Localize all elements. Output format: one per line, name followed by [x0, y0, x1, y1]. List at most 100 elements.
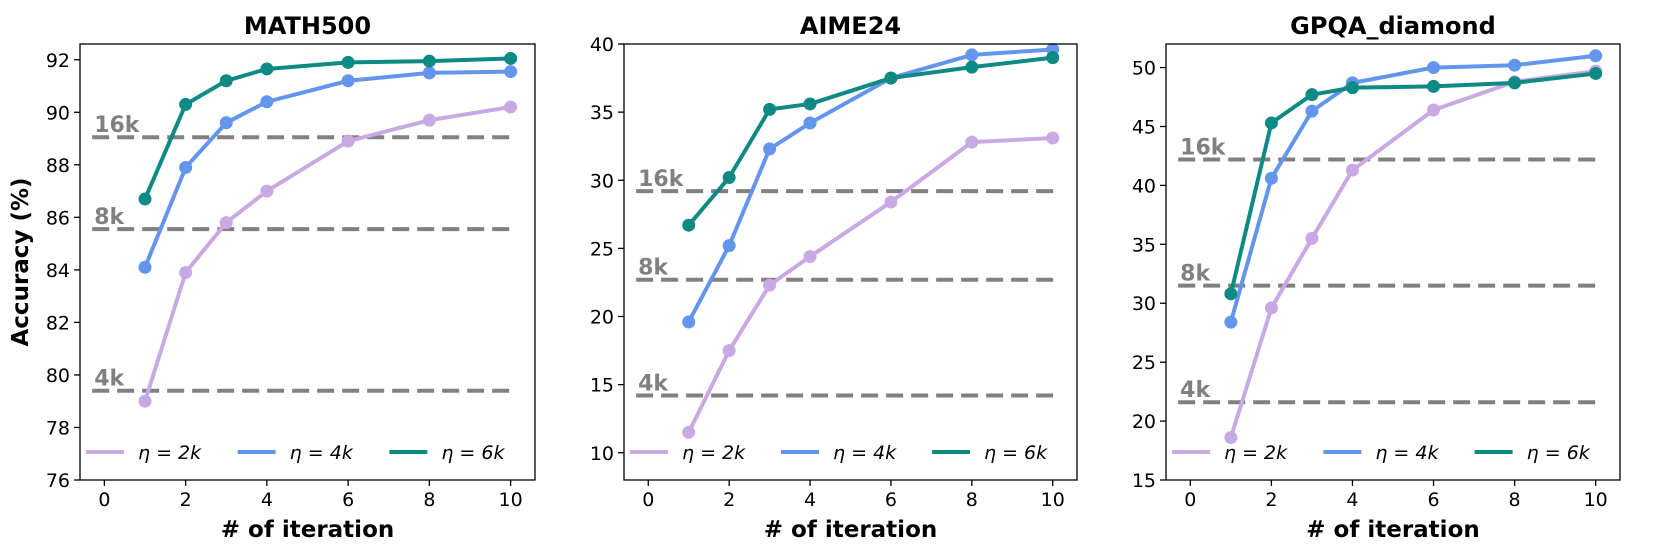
data-point [1305, 88, 1319, 102]
x-axis-label: # of iteration [221, 517, 395, 543]
series-line-1 [1228, 69, 1596, 439]
data-point [219, 116, 233, 130]
data-point [803, 116, 817, 130]
data-point [341, 134, 355, 148]
reference-label-16k: 16k [1180, 135, 1227, 160]
y-tick-label: 35 [1132, 234, 1156, 256]
plot-frame [79, 43, 536, 481]
chart-panel-2: AIME24 16k 8k 4k 0 2 4 6 8 10 10 15 20 25 30 35 40 # of i… [590, 12, 1078, 543]
data-point [1264, 171, 1278, 185]
y-tick-label: 45 [1132, 116, 1156, 138]
y-tick-label: 82 [46, 312, 70, 334]
y-tick-label: 10 [590, 443, 614, 465]
data-point [722, 239, 736, 253]
x-tick-label: 8 [423, 489, 435, 511]
data-point [722, 344, 736, 358]
data-point [1224, 431, 1238, 445]
reference-label-8k: 8k [638, 256, 669, 281]
x-tick-label: 4 [261, 489, 273, 511]
reference-label-8k: 8k [1180, 262, 1211, 287]
data-point [138, 394, 152, 408]
x-tick-label: 6 [1427, 489, 1439, 511]
data-point [1264, 301, 1278, 315]
reference-label-4k: 4k [94, 367, 125, 392]
x-tick-label: 8 [1509, 489, 1521, 511]
x-axis-label: # of iteration [1306, 517, 1480, 543]
data-point [1427, 79, 1441, 93]
reference-label-16k: 16k [638, 167, 685, 192]
y-tick-label: 30 [1132, 293, 1156, 315]
data-point [504, 51, 518, 65]
y-tick-label: 40 [1132, 175, 1156, 197]
y-tick-label: 15 [590, 375, 614, 397]
data-point [1046, 131, 1060, 145]
data-point [1589, 49, 1603, 63]
x-tick-label: 0 [98, 489, 110, 511]
data-point [884, 195, 898, 209]
y-tick-label: 86 [46, 207, 70, 229]
data-point [1224, 315, 1238, 329]
y-tick-label: 40 [590, 34, 614, 56]
data-point [138, 260, 152, 274]
legend-label-2: η = 4k [1375, 442, 1439, 464]
data-point [1305, 231, 1319, 245]
reference-label-4k: 4k [638, 372, 669, 397]
data-point [803, 250, 817, 264]
x-tick-label: 0 [642, 489, 654, 511]
y-tick-label: 25 [590, 238, 614, 260]
data-point [803, 97, 817, 111]
series-line-3 [1228, 71, 1596, 295]
x-tick-label: 2 [180, 489, 192, 511]
data-point [965, 135, 979, 149]
x-tick-label: 6 [342, 489, 354, 511]
data-point [219, 216, 233, 230]
y-tick-label: 80 [46, 365, 70, 387]
data-point [1224, 287, 1238, 301]
legend-label-1: η = 2k [1224, 442, 1288, 464]
y-tick-label: 84 [46, 260, 70, 282]
x-tick-label: 10 [1041, 489, 1065, 511]
y-tick-label: 90 [46, 102, 70, 124]
y-tick-label: 20 [1132, 411, 1156, 433]
legend-label-2: η = 4k [833, 442, 897, 464]
chart-title: GPQA_diamond [1290, 12, 1496, 40]
y-tick-label: 15 [1132, 470, 1156, 492]
data-point [179, 160, 193, 174]
data-point [1508, 76, 1522, 90]
y-tick-label: 92 [46, 50, 70, 72]
x-tick-label: 0 [1184, 489, 1196, 511]
y-tick-label: 20 [590, 307, 614, 329]
data-point [422, 113, 436, 127]
data-point [1264, 116, 1278, 130]
data-point [965, 48, 979, 62]
y-tick-label: 25 [1132, 352, 1156, 374]
legend-label-1: η = 2k [138, 442, 202, 464]
legend-label-1: η = 2k [682, 442, 746, 464]
data-point [1345, 163, 1359, 177]
data-point [682, 425, 696, 439]
data-point [260, 95, 274, 109]
data-point [763, 142, 777, 156]
data-point [682, 218, 696, 232]
y-tick-label: 76 [46, 470, 70, 492]
x-tick-label: 8 [966, 489, 978, 511]
series-line-1 [686, 136, 1053, 434]
series-line-3 [143, 56, 511, 200]
y-tick-label: 88 [46, 155, 70, 177]
x-tick-label: 2 [1265, 489, 1277, 511]
y-tick-label: 35 [590, 102, 614, 124]
reference-label-16k: 16k [94, 113, 141, 138]
data-point [1305, 104, 1319, 118]
data-point [1046, 51, 1060, 65]
x-axis-label: # of iteration [764, 517, 938, 543]
plot-frame [623, 43, 1078, 481]
x-tick-label: 10 [499, 489, 523, 511]
data-point [1427, 61, 1441, 75]
legend-label-3: η = 6k [1527, 442, 1591, 464]
legend-label-3: η = 6k [441, 442, 505, 464]
x-tick-label: 6 [885, 489, 897, 511]
data-point [504, 100, 518, 114]
data-point [422, 66, 436, 80]
data-point [341, 55, 355, 69]
